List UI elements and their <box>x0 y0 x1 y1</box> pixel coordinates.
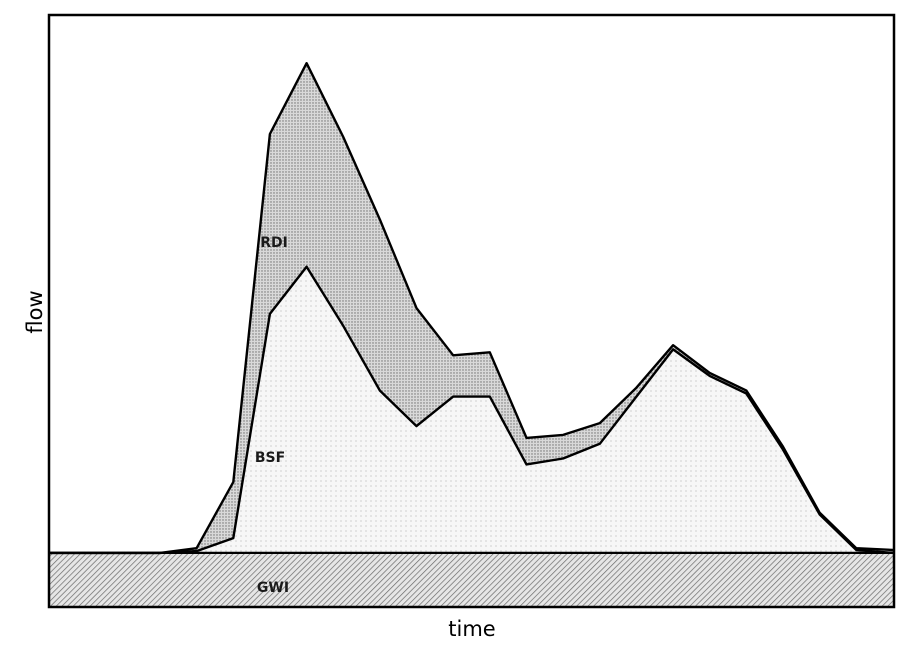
line-bsf-top <box>50 265 894 555</box>
area-gwi <box>50 552 893 606</box>
region-label-rdi: RDI <box>260 235 288 251</box>
x-axis-label: time <box>448 617 495 641</box>
plot-frame <box>47 13 896 609</box>
y-axis-label: flow <box>23 290 47 333</box>
areas-layer <box>50 63 893 606</box>
region-label-gwi: GWI <box>257 580 289 596</box>
region-label-bsf: BSF <box>255 450 285 466</box>
area-bsf <box>50 266 893 553</box>
line-rdi-top <box>50 62 894 555</box>
lines-layer <box>50 62 894 555</box>
